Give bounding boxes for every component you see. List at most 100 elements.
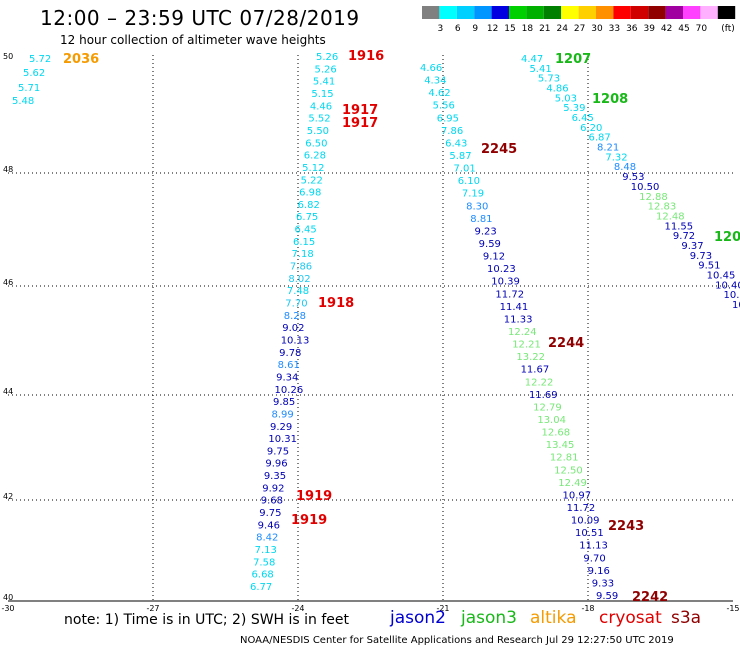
wave-height-value: 5.03 [555,93,577,104]
wave-height-value: 8.48 [614,162,636,173]
wave-height-value: 9.96 [265,459,287,470]
wave-height-value: 6.87 [589,133,611,144]
wave-height-value: 5.39 [563,103,585,114]
map-subtitle: 12 hour collection of altimeter wave hei… [60,33,326,47]
wave-height-value: 9.35 [264,471,286,482]
wave-height-value: 10.45 [707,270,736,281]
wave-height-value: 9.75 [267,446,289,457]
wave-height-value: 4.46 [310,101,332,112]
scale-label: 6 [455,24,461,34]
scale-label: 27 [574,24,585,34]
pass-time-label: 1918 [318,296,354,311]
wave-height-value: 12.21 [512,340,541,351]
wave-height-value: 6.82 [298,200,320,211]
scale-swatch [509,6,527,19]
wave-height-value: 12.81 [550,453,579,464]
scale-swatch [439,6,457,19]
pass-time-label: 2245 [481,142,517,157]
scale-swatch [717,6,736,19]
wave-height-value: 9.73 [690,251,712,262]
wave-height-value: 10.51 [575,528,604,539]
scale-swatch [596,6,614,19]
pass-time-label: 2243 [608,519,644,534]
wave-height-value: 8.30 [466,201,488,212]
wave-height-value: 12.68 [542,428,571,439]
wave-height-value: 12.22 [525,377,554,388]
scale-unit: (ft) [721,24,735,34]
wave-height-value: 12.24 [508,327,537,338]
wave-height-value: 4.66 [420,63,442,74]
x-tick-label: -15 [726,604,739,613]
wave-height-value: 7.13 [255,545,277,556]
wave-height-value: 8.28 [284,311,306,322]
satellite-legend-cryosat: cryosat [599,608,662,628]
wave-height-value: 10.13 [281,335,310,346]
wave-height-value: 5.72 [29,54,51,65]
wave-height-value: 9.16 [588,566,610,577]
wave-height-value: 9.85 [273,397,295,408]
wave-height-value: 8.99 [271,409,293,420]
wave-height-value: 12.49 [558,478,587,489]
x-tick-label: -24 [291,604,304,613]
wave-height-value: 4.47 [521,54,543,65]
wave-height-value: 10. [724,290,740,301]
wave-height-value: 5.87 [449,151,471,162]
wave-height-value: 9.29 [270,422,292,433]
wave-height-value: 6.28 [304,151,326,162]
wave-height-value: 9.59 [596,591,618,602]
wave-height-value: 6.45 [295,225,317,236]
x-tick-label: -30 [1,604,14,613]
scale-swatch [683,6,701,19]
wave-height-value: 9.72 [673,231,695,242]
scale-label: 3 [438,24,444,34]
wave-height-value: 9.23 [474,226,496,237]
wave-height-value: 7.18 [291,249,313,260]
scale-label: 30 [591,24,603,34]
wave-height-value: 5.41 [529,64,551,75]
wave-height-value: 11.72 [567,503,596,514]
wave-height-value: 5.22 [301,175,323,186]
satellite-legend-altika: altika [530,608,577,628]
wave-height-value: 10.31 [268,434,297,445]
map-title: 12:00 – 23:59 UTC 07/28/2019 [40,6,360,30]
wave-height-value: 8.81 [470,214,492,225]
wave-height-value: 12.50 [554,465,583,476]
pass-time-label: 1917 [342,116,378,131]
y-tick-label: 48 [3,165,13,174]
wave-height-value: 13.22 [516,352,545,363]
pass-time-label: 1916 [348,49,384,64]
wave-height-value: 10.23 [487,264,516,275]
satellite-legend-s3a: s3a [671,608,702,628]
wave-height-value: 9.46 [258,520,280,531]
scale-swatch [561,6,579,19]
scale-label: 42 [661,24,672,34]
satellite-legend-jason3: jason3 [461,608,517,628]
wave-height-value: 6.45 [572,113,594,124]
wave-height-value: 13.04 [537,415,566,426]
wave-height-value: 9.92 [262,483,284,494]
scale-swatch [526,6,544,19]
pass-time-label: 1919 [296,489,332,504]
pass-time-label: 1917 [342,103,378,118]
y-tick-label: 40 [3,593,13,602]
wave-height-value: 5.41 [313,77,335,88]
wave-height-value: 9.70 [583,553,605,564]
scale-label: 18 [522,24,534,34]
wave-height-value: 9.75 [259,508,281,519]
pass-time-label: 1208 [592,92,628,107]
wave-height-value: 5.12 [302,163,324,174]
color-scale-legend: 3 6 9 12 15 18 21 24 27 30 33 36 39 42 45 70 (ft) [422,6,736,34]
wave-height-value: 10.09 [571,516,600,527]
wave-height-value: 4.86 [546,84,568,95]
wave-height-value: 5.73 [538,74,560,85]
wave-height-value: 10.39 [491,277,520,288]
wave-height-value: 8.42 [256,533,278,544]
wave-height-value: 11.33 [504,314,533,325]
footer-credit: NOAA/NESDIS Center for Satellite Applica… [240,635,674,646]
y-tick-label: 44 [3,387,13,396]
wave-height-value: 6.75 [296,212,318,223]
wave-height-value: 5.26 [316,52,338,63]
scale-swatch [613,6,631,19]
scale-swatch [700,6,718,19]
